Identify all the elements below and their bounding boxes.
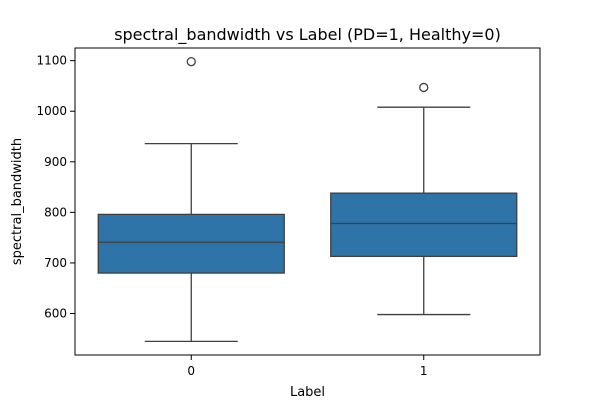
y-tick-label: 600	[44, 307, 67, 321]
y-tick-label: 1100	[36, 54, 67, 68]
y-tick-label: 1000	[36, 104, 67, 118]
y-tick-label: 800	[44, 205, 67, 219]
iqr-box	[97, 213, 285, 274]
x-tick-label: 1	[420, 364, 428, 378]
chart-title: spectral_bandwidth vs Label (PD=1, Healt…	[114, 25, 501, 45]
y-tick-label: 700	[44, 256, 67, 270]
y-axis-label: spectral_bandwidth	[10, 138, 25, 265]
y-axis: 600 700 800 900 1000 1100	[36, 54, 75, 321]
outlier-point	[186, 57, 196, 67]
outlier-point	[419, 82, 429, 93]
y-tick-label: 900	[44, 155, 67, 169]
box-group-1	[330, 82, 518, 316]
x-tick-label: 0	[187, 364, 195, 378]
x-axis-label: Label	[290, 385, 325, 400]
iqr-box	[330, 192, 518, 258]
box-group-0	[97, 57, 285, 342]
plot-frame	[74, 47, 541, 356]
plot-area	[97, 57, 518, 342]
